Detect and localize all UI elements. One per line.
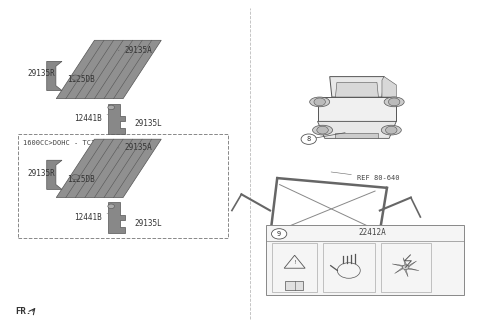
Polygon shape — [318, 97, 396, 121]
Text: 12441B: 12441B — [74, 114, 108, 123]
Polygon shape — [56, 139, 161, 198]
Polygon shape — [56, 40, 161, 99]
Text: 12441B: 12441B — [74, 213, 108, 222]
Text: 29135A: 29135A — [118, 45, 152, 55]
Circle shape — [402, 265, 409, 269]
Text: 1125DB: 1125DB — [67, 175, 95, 183]
Ellipse shape — [384, 97, 404, 107]
Polygon shape — [318, 121, 396, 138]
Polygon shape — [108, 202, 125, 233]
Ellipse shape — [381, 125, 401, 135]
Ellipse shape — [312, 125, 333, 135]
Text: 29135R: 29135R — [28, 69, 55, 78]
Text: 1600CC>DOHC - TCI/GDI: 1600CC>DOHC - TCI/GDI — [23, 140, 112, 146]
Text: 8: 8 — [307, 136, 311, 142]
Bar — [285, 281, 303, 290]
Circle shape — [314, 98, 325, 106]
Polygon shape — [382, 77, 396, 97]
Circle shape — [108, 204, 115, 209]
Polygon shape — [403, 258, 407, 267]
Bar — [381, 243, 431, 292]
Circle shape — [388, 98, 400, 106]
Text: 22412A: 22412A — [359, 228, 386, 237]
Polygon shape — [406, 267, 419, 270]
Circle shape — [301, 134, 316, 145]
Bar — [336, 132, 378, 138]
Text: FR.: FR. — [15, 307, 31, 316]
Polygon shape — [108, 104, 125, 134]
Bar — [266, 225, 464, 295]
Circle shape — [72, 175, 79, 180]
Circle shape — [72, 75, 79, 80]
Polygon shape — [336, 82, 378, 97]
Bar — [272, 243, 317, 292]
Polygon shape — [330, 77, 384, 97]
Text: 29135R: 29135R — [28, 169, 55, 178]
Polygon shape — [392, 264, 406, 267]
Circle shape — [108, 105, 115, 110]
Polygon shape — [404, 267, 408, 277]
Text: REF 80-640: REF 80-640 — [331, 172, 399, 181]
Polygon shape — [406, 261, 417, 267]
Text: 29135A: 29135A — [118, 143, 152, 152]
Bar — [323, 243, 375, 292]
Text: 9: 9 — [277, 231, 281, 237]
Text: 29135L: 29135L — [134, 119, 162, 128]
Text: 29135L: 29135L — [134, 219, 162, 228]
Text: 1125DB: 1125DB — [67, 75, 95, 84]
Polygon shape — [47, 61, 62, 91]
Polygon shape — [395, 267, 406, 273]
Circle shape — [272, 229, 287, 239]
Circle shape — [317, 126, 328, 134]
Text: !: ! — [293, 260, 296, 265]
Ellipse shape — [310, 97, 330, 107]
Circle shape — [385, 126, 397, 134]
Polygon shape — [47, 160, 62, 189]
Bar — [18, 134, 228, 238]
